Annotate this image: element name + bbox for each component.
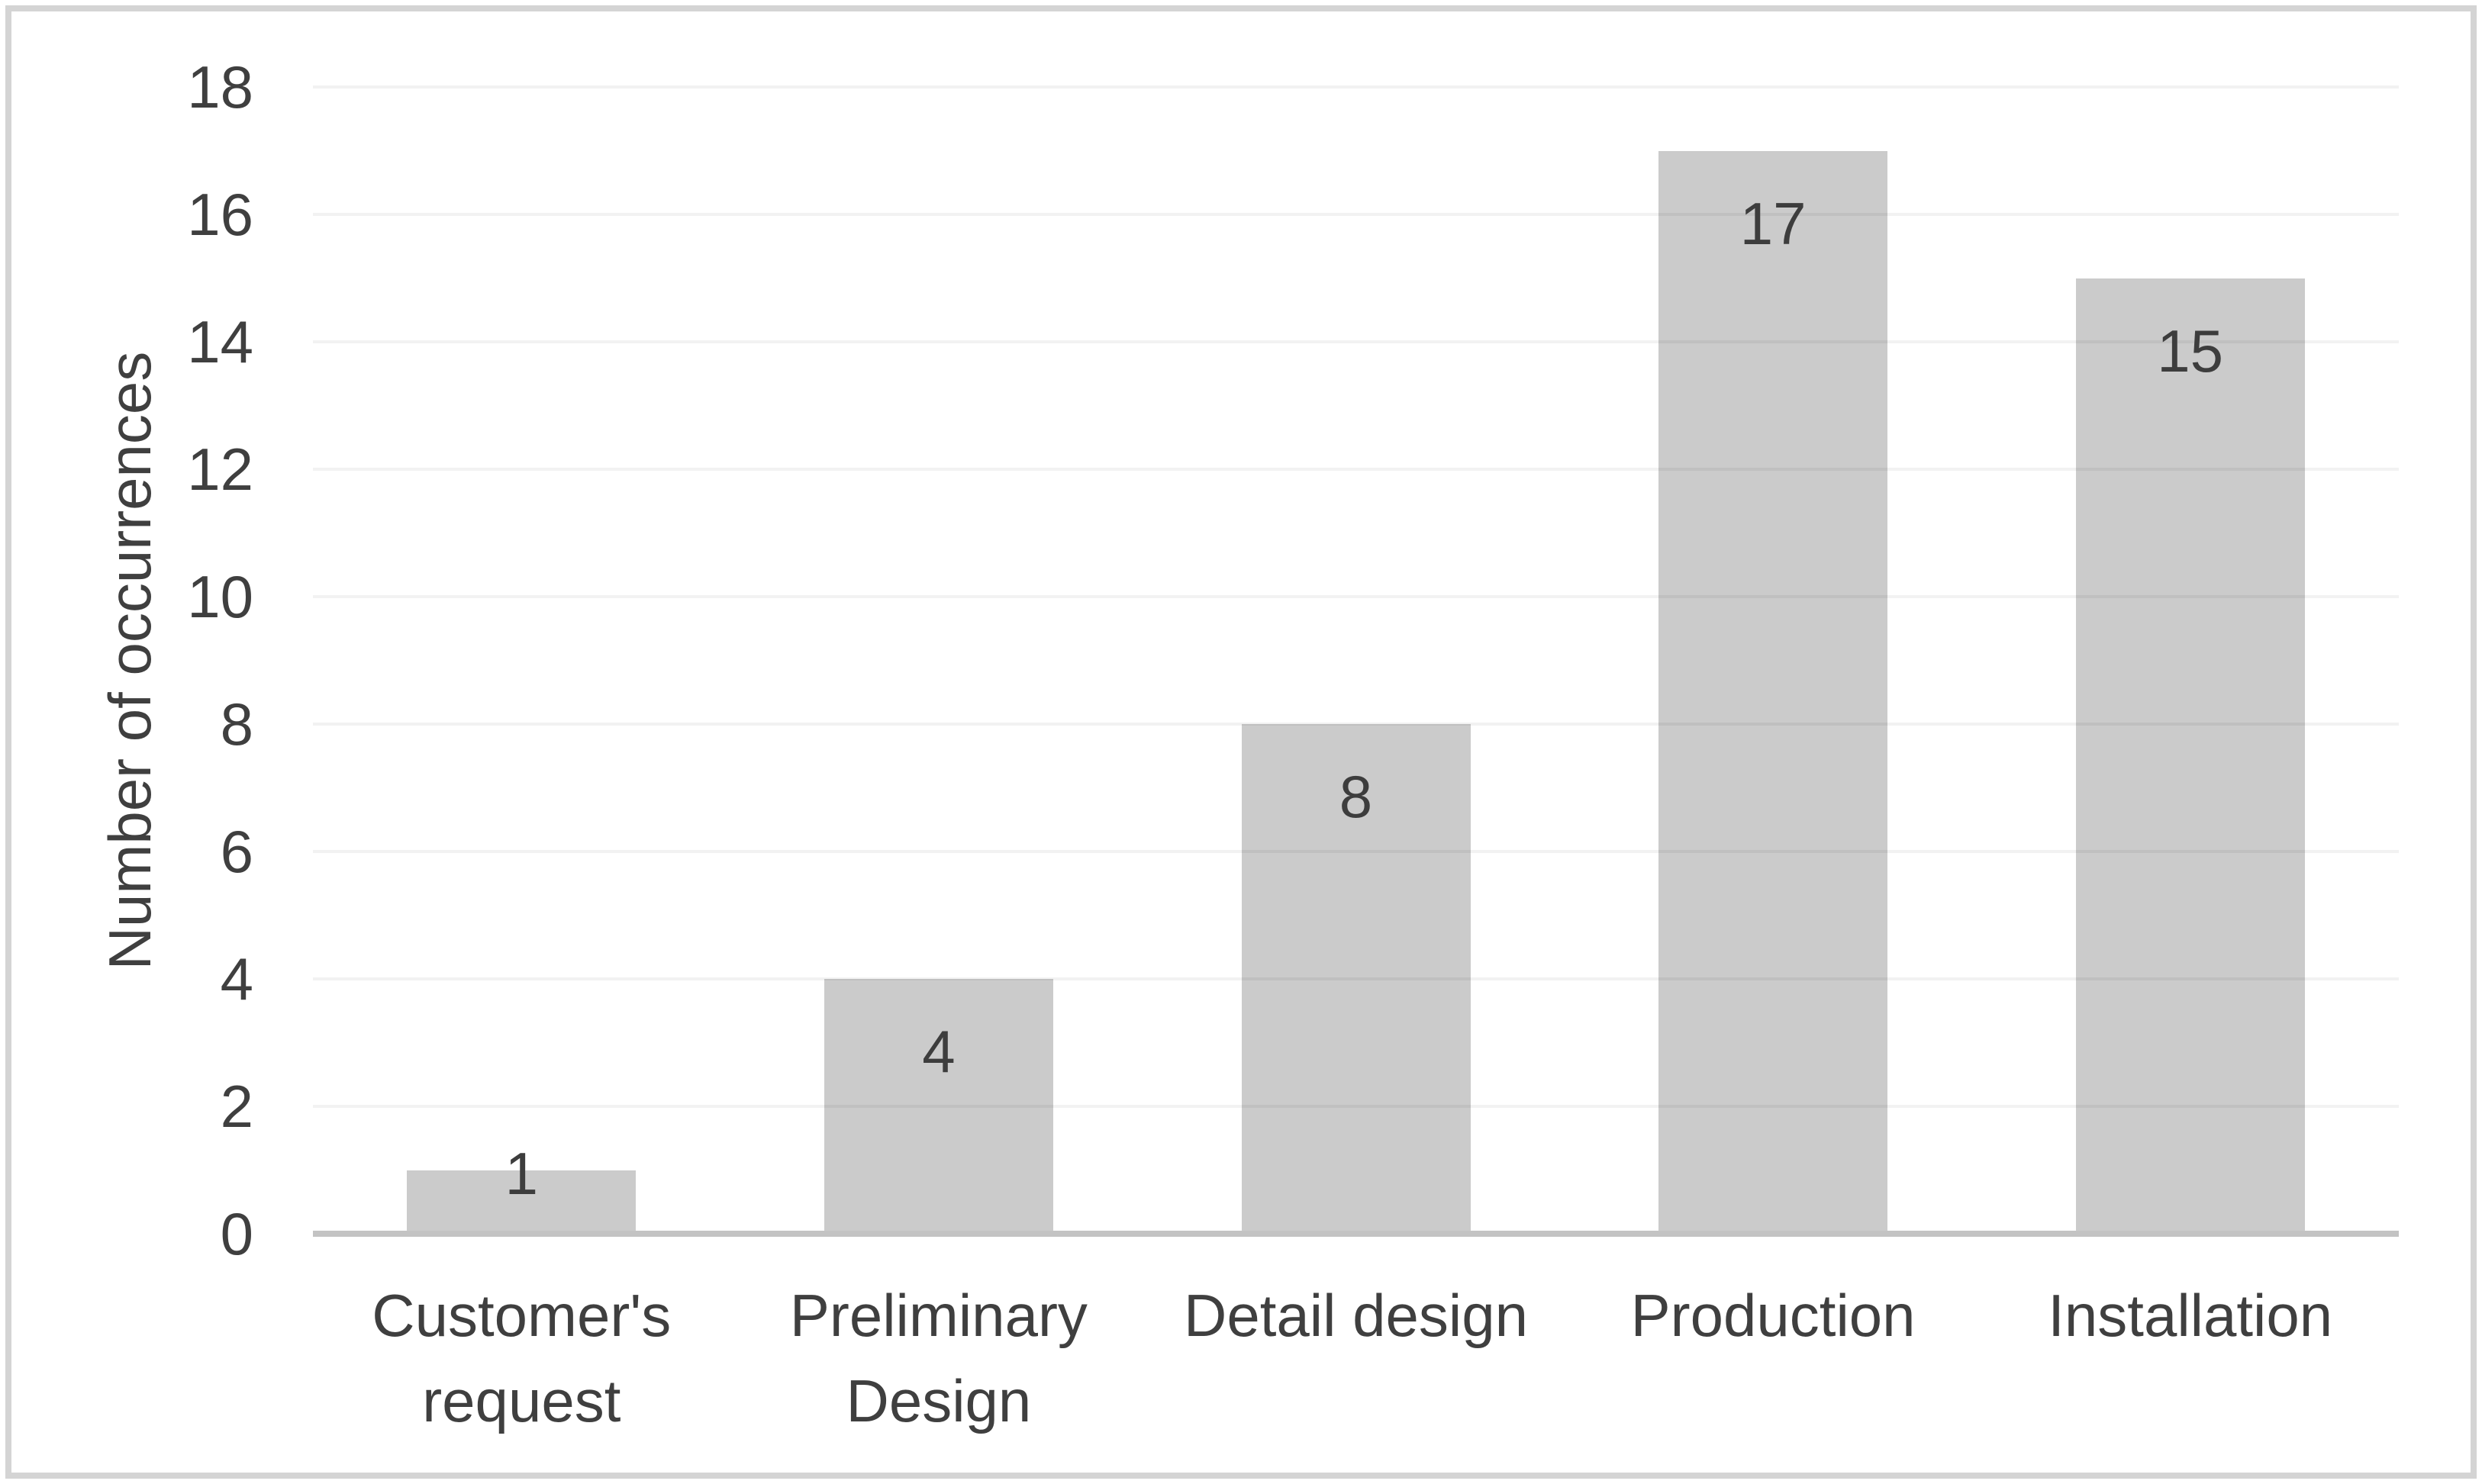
bar-customer-s-request	[407, 1170, 637, 1234]
bar-value-label: 8	[1339, 763, 1373, 830]
y-tick-label: 10	[187, 563, 253, 630]
bar-value-label: 4	[922, 1018, 956, 1085]
y-tick-label: 16	[187, 181, 253, 248]
gridline	[313, 850, 2399, 853]
y-tick-label: 0	[220, 1200, 253, 1267]
bar-value-label: 15	[2157, 317, 2224, 385]
bar-value-label: 17	[1739, 189, 1807, 257]
y-tick-label: 18	[187, 53, 253, 121]
gridline	[313, 468, 2399, 471]
bar-production	[1658, 150, 1888, 1234]
x-category-label: Production	[1630, 1282, 1916, 1349]
gridline	[313, 723, 2399, 726]
x-category-label: Installation	[2048, 1282, 2333, 1349]
y-tick-label: 14	[187, 308, 253, 375]
gridline	[313, 595, 2399, 598]
bar-preliminary-design	[824, 979, 1053, 1234]
x-axis-line	[313, 1231, 2399, 1237]
x-category-label: Preliminary Design	[789, 1282, 1088, 1434]
gridline	[313, 213, 2399, 216]
bar-detail-design	[1241, 724, 1471, 1234]
gridline	[313, 85, 2399, 89]
bar-value-label: 1	[504, 1139, 538, 1207]
y-tick-label: 4	[220, 945, 253, 1012]
y-tick-label: 12	[187, 436, 253, 503]
y-tick-label: 2	[220, 1073, 253, 1140]
bar-installation	[2075, 278, 2305, 1234]
gridline	[313, 1105, 2399, 1108]
y-tick-label: 8	[220, 690, 253, 758]
x-category-label: Customer's request	[372, 1282, 672, 1434]
gridline	[313, 340, 2399, 343]
gridline	[313, 977, 2399, 980]
x-category-label: Detail design	[1184, 1282, 1528, 1349]
y-tick-label: 6	[220, 818, 253, 885]
